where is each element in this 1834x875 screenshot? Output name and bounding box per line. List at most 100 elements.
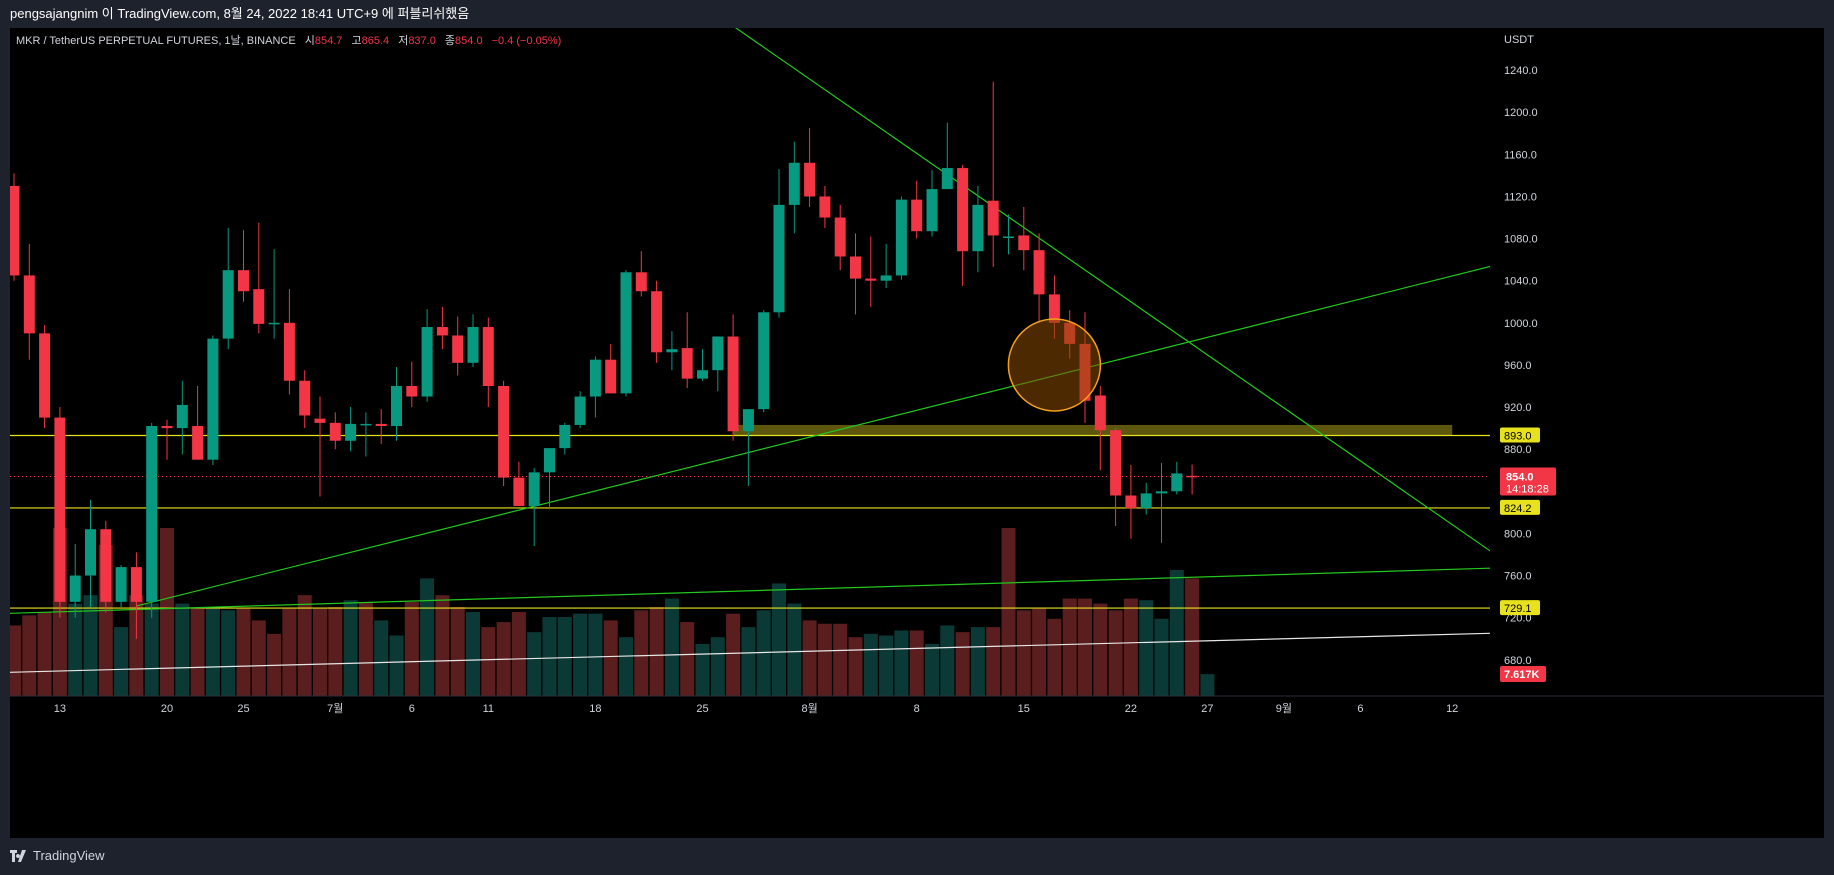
candle bbox=[850, 233, 861, 315]
volume-bar bbox=[940, 625, 955, 696]
candle-body bbox=[605, 359, 617, 394]
candle bbox=[559, 422, 571, 455]
volume-bar bbox=[297, 595, 312, 696]
change-value: −0.4 (−0.05%) bbox=[491, 35, 562, 47]
volume-bar bbox=[190, 608, 205, 696]
candle-body bbox=[559, 424, 571, 449]
candle-body bbox=[146, 426, 158, 602]
candle-body bbox=[1171, 473, 1183, 492]
candle-body bbox=[161, 426, 173, 429]
volume-bar bbox=[1001, 528, 1016, 696]
candle-body bbox=[1156, 491, 1167, 494]
time-axis-tick: 13 bbox=[54, 703, 66, 715]
volume-bar bbox=[1078, 598, 1092, 696]
candle bbox=[987, 81, 999, 268]
time-axis-tick: 25 bbox=[696, 703, 708, 715]
candle-body bbox=[620, 272, 632, 394]
volume-bar bbox=[664, 598, 679, 696]
volume-bar bbox=[557, 617, 572, 696]
candle-body bbox=[329, 422, 341, 441]
candle bbox=[329, 412, 341, 450]
close-value: 854.0 bbox=[455, 35, 483, 47]
candle-body bbox=[635, 272, 647, 292]
time-axis-tick: 9월 bbox=[1276, 702, 1292, 715]
candle bbox=[314, 396, 326, 497]
price-axis-tick: 920.0 bbox=[1504, 402, 1532, 414]
volume-bar bbox=[420, 578, 435, 696]
low-value: 837.0 bbox=[408, 35, 436, 47]
candle bbox=[972, 185, 984, 273]
time-axis-tick: 8월 bbox=[801, 702, 817, 715]
time-axis-tick: 7월 bbox=[327, 702, 343, 715]
candle bbox=[1171, 461, 1183, 495]
candle bbox=[834, 204, 846, 271]
price-axis-tick: 960.0 bbox=[1504, 360, 1532, 372]
price-axis-currency: USDT bbox=[1504, 34, 1534, 46]
candle bbox=[100, 520, 112, 613]
candle bbox=[544, 448, 555, 510]
volume-bar bbox=[481, 627, 496, 696]
candle bbox=[436, 307, 448, 350]
candle bbox=[467, 314, 479, 368]
tradingview-logo-icon bbox=[10, 849, 26, 862]
volume-bar bbox=[863, 633, 878, 696]
volume-bar bbox=[282, 608, 297, 696]
candle bbox=[222, 228, 234, 350]
candle-body bbox=[452, 335, 464, 363]
candle-body bbox=[911, 199, 923, 232]
candle-body bbox=[513, 477, 525, 507]
last-price-tag bbox=[1500, 467, 1556, 496]
volume-bar bbox=[175, 603, 190, 696]
last-price-label: 854.0 bbox=[1506, 472, 1534, 484]
volume-bar bbox=[160, 528, 174, 696]
candle bbox=[712, 336, 724, 392]
demand-zone bbox=[733, 424, 1453, 436]
candle-body bbox=[375, 423, 387, 427]
candle-body bbox=[926, 189, 938, 232]
candle-body bbox=[192, 426, 204, 460]
candle-body bbox=[850, 256, 861, 279]
candle-body bbox=[1018, 235, 1030, 251]
candle bbox=[360, 412, 372, 457]
price-axis-tick: 1120.0 bbox=[1504, 191, 1537, 203]
candle-body bbox=[773, 204, 785, 313]
candle bbox=[697, 349, 708, 381]
candle-body bbox=[727, 336, 739, 432]
publisher-bar: pengsajangnim 이 TradingView.com, 8월 24, … bbox=[0, 0, 1834, 28]
volume-bar bbox=[450, 606, 465, 696]
volume-bar bbox=[1108, 610, 1123, 696]
candle-body bbox=[834, 217, 846, 257]
volume-bar bbox=[695, 643, 710, 696]
candle bbox=[773, 169, 785, 318]
volume-bar bbox=[68, 603, 83, 696]
close-label: 종 bbox=[444, 35, 456, 47]
price-axis-tick: 1000.0 bbox=[1504, 318, 1538, 330]
volume-bar bbox=[1032, 608, 1047, 696]
candle-body bbox=[1033, 250, 1045, 295]
candle bbox=[911, 180, 923, 239]
level-price-label: 824.2 bbox=[1504, 503, 1532, 515]
candle-body bbox=[895, 199, 907, 276]
tradingview-brand[interactable]: TradingView bbox=[10, 848, 105, 863]
candle-body bbox=[421, 327, 433, 397]
candle bbox=[498, 380, 510, 487]
candlestick-chart[interactable]: USDT 1240.0 1200.0 1160.0 1120.0 1080.0 1040.0… bbox=[10, 28, 1824, 838]
volume-bar bbox=[343, 600, 358, 696]
volume-bar bbox=[114, 627, 129, 696]
candle-body bbox=[314, 418, 326, 423]
candle-body bbox=[544, 448, 555, 473]
candle-body bbox=[681, 348, 693, 379]
volume-bar bbox=[511, 612, 526, 696]
candle-body bbox=[742, 409, 754, 432]
candle bbox=[23, 243, 35, 360]
volume-bar bbox=[619, 637, 633, 696]
candle bbox=[865, 236, 877, 308]
candle bbox=[513, 461, 525, 507]
candle bbox=[651, 280, 663, 363]
chart-area[interactable]: USDT 1240.0 1200.0 1160.0 1120.0 1080.0 1040.0… bbox=[10, 28, 1824, 838]
price-axis-tick: 720.0 bbox=[1504, 613, 1532, 625]
high-label: 고 bbox=[351, 35, 362, 47]
candle-body bbox=[253, 289, 265, 324]
price-axis-tick: 880.0 bbox=[1504, 444, 1532, 456]
highlight-circle bbox=[1007, 318, 1102, 412]
